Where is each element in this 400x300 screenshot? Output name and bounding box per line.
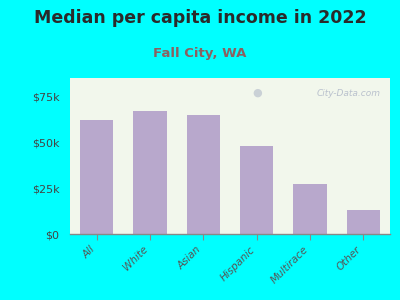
Bar [240, 146, 273, 234]
Bar [294, 184, 326, 234]
Text: Fall City, WA: Fall City, WA [153, 46, 247, 59]
Bar [347, 210, 380, 234]
Text: City-Data.com: City-Data.com [316, 89, 380, 98]
Text: ●: ● [252, 88, 262, 98]
Text: Median per capita income in 2022: Median per capita income in 2022 [34, 9, 366, 27]
Bar [187, 115, 220, 234]
Bar [80, 120, 113, 234]
Bar [134, 111, 166, 234]
